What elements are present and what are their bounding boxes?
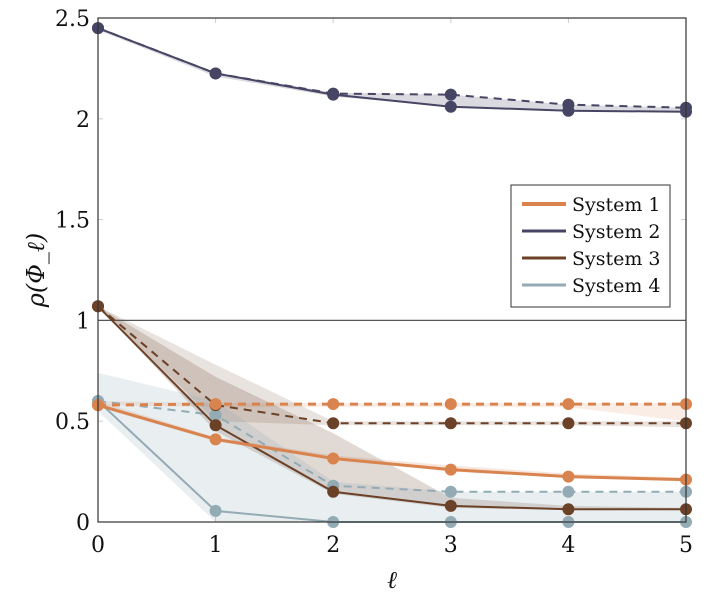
data-point-system-1 bbox=[444, 463, 457, 476]
data-point-system-2 bbox=[562, 104, 575, 117]
data-point-dashed-system-1 bbox=[562, 398, 575, 411]
data-point-system-2 bbox=[327, 88, 340, 101]
data-point-dashed-system-4 bbox=[562, 485, 575, 498]
y-tick-label: 0 bbox=[76, 511, 90, 536]
confidence-band-system-2 bbox=[98, 28, 686, 112]
data-point-system-1 bbox=[562, 470, 575, 483]
data-point-system-2 bbox=[444, 100, 457, 113]
confidence-band-dashed-system-3 bbox=[98, 306, 686, 428]
data-point-dashed-system-4 bbox=[209, 409, 222, 422]
dashed-line-system-1 bbox=[97, 402, 686, 407]
data-point-system-4 bbox=[209, 504, 222, 517]
x-tick-label: 3 bbox=[444, 533, 458, 558]
data-point-dashed-system-3 bbox=[562, 417, 575, 430]
legend-label: System 2 bbox=[572, 221, 661, 243]
data-point-system-3 bbox=[444, 499, 457, 512]
y-tick-label: 1 bbox=[76, 309, 90, 334]
data-point-system-1 bbox=[327, 452, 340, 465]
data-point-dashed-system-2 bbox=[444, 88, 457, 101]
y-axis-label: ρ(Φ_ℓ) bbox=[22, 233, 50, 309]
data-point-dashed-system-1 bbox=[327, 398, 340, 411]
dashed-line-system-3 bbox=[97, 305, 686, 425]
legend: System 1 System 2 System 3 System 4 bbox=[510, 184, 671, 308]
data-point-dashed-system-3 bbox=[327, 417, 340, 430]
x-tick-label: 5 bbox=[679, 533, 693, 558]
data-point-dashed-system-3 bbox=[444, 417, 457, 430]
y-tick-label: 2 bbox=[76, 108, 90, 133]
data-point-dashed-system-4 bbox=[444, 485, 457, 498]
y-tick-label: 0.5 bbox=[55, 410, 90, 435]
legend-label: System 3 bbox=[572, 248, 661, 270]
x-tick-label: 4 bbox=[561, 533, 575, 558]
solid-line-system-2 bbox=[97, 27, 687, 113]
data-point-system-1 bbox=[209, 433, 222, 446]
data-point-system-3 bbox=[327, 485, 340, 498]
y-tick-label: 1.5 bbox=[55, 209, 90, 234]
confidence-band-dashed-system-1 bbox=[98, 401, 686, 422]
x-tick-label: 0 bbox=[91, 533, 105, 558]
solid-line-system-3 bbox=[97, 305, 686, 511]
x-axis-label: ℓ bbox=[387, 566, 397, 594]
data-point-system-3 bbox=[209, 419, 222, 432]
legend-label: System 4 bbox=[572, 275, 661, 297]
dashed-line-system-4 bbox=[97, 400, 686, 493]
data-point-system-2 bbox=[209, 67, 222, 80]
data-point-system-3 bbox=[562, 503, 575, 516]
plot-frame bbox=[97, 17, 687, 523]
solid-line-system-1 bbox=[97, 403, 687, 482]
confidence-band-system-4 bbox=[98, 372, 686, 522]
data-point-dashed-system-1 bbox=[209, 398, 222, 411]
legend-label: System 1 bbox=[572, 194, 661, 216]
x-tick-label: 1 bbox=[209, 533, 223, 558]
y-tick-label: 2.5 bbox=[55, 7, 90, 32]
x-tick-label: 2 bbox=[326, 533, 340, 558]
data-point-dashed-system-1 bbox=[444, 398, 457, 411]
